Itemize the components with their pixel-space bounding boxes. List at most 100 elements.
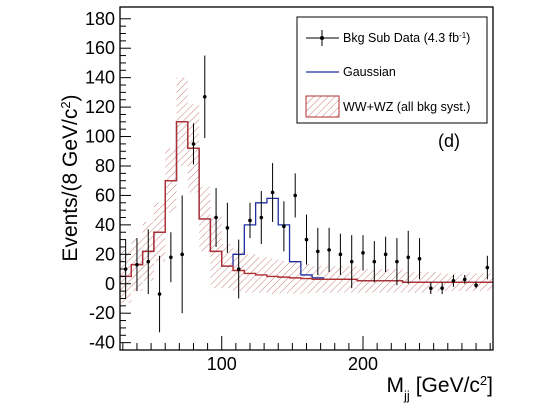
y-tick-label: 120 bbox=[85, 97, 115, 117]
data-point-marker bbox=[135, 262, 139, 267]
data-point-marker bbox=[417, 256, 422, 261]
y-tick-label: 60 bbox=[95, 185, 115, 205]
data-point-marker bbox=[372, 259, 377, 264]
data-point bbox=[451, 274, 456, 287]
y-tick-label: 100 bbox=[85, 127, 115, 147]
legend-data-label-close: ) bbox=[466, 31, 470, 45]
legend-data-label: Bkg Sub Data (4.3 fb-1) bbox=[343, 31, 470, 46]
data-point bbox=[429, 282, 433, 295]
legend-data-marker bbox=[320, 36, 324, 40]
data-point-marker bbox=[202, 94, 207, 99]
data-point-marker bbox=[214, 215, 218, 220]
data-point bbox=[259, 191, 264, 245]
data-point bbox=[417, 238, 422, 280]
data-point-marker bbox=[248, 218, 252, 223]
data-point bbox=[180, 195, 184, 314]
data-point-marker bbox=[270, 190, 275, 195]
data-point-marker bbox=[180, 252, 184, 257]
x-axis-title: Mjj [GeV/c2] bbox=[386, 373, 493, 403]
data-point-marker bbox=[361, 251, 365, 255]
data-point-marker bbox=[146, 259, 151, 264]
y-tick-label: 20 bbox=[95, 244, 115, 264]
data-point bbox=[338, 233, 343, 275]
data-point-marker bbox=[349, 259, 354, 264]
data-point bbox=[270, 163, 275, 222]
x-axis-title-sub: jj bbox=[403, 388, 410, 403]
data-point-marker bbox=[225, 226, 230, 230]
data-point-marker bbox=[395, 259, 399, 264]
data-point bbox=[169, 232, 173, 283]
data-point-marker bbox=[157, 292, 162, 296]
y-tick-label: -20 bbox=[89, 303, 115, 323]
data-point bbox=[406, 230, 411, 284]
data-point-marker bbox=[169, 255, 173, 260]
legend-gaussian-label: Gaussian bbox=[343, 65, 396, 79]
y-tick-label: -40 bbox=[89, 333, 115, 353]
data-point bbox=[372, 241, 377, 283]
data-point bbox=[225, 202, 230, 253]
data-point bbox=[236, 239, 241, 299]
data-point-marker bbox=[236, 267, 241, 271]
data-point bbox=[293, 173, 297, 218]
data-point-marker bbox=[383, 252, 388, 257]
data-point bbox=[146, 229, 151, 295]
data-point-marker bbox=[474, 283, 478, 288]
x-axis-title-unit: [GeV/c bbox=[416, 374, 480, 397]
data-points-layer bbox=[123, 55, 490, 333]
legend: Bkg Sub Data (4.3 fb-1) Gaussian WW+WZ (… bbox=[296, 16, 488, 124]
data-point-marker bbox=[338, 252, 343, 257]
data-point bbox=[157, 255, 162, 333]
x-axis-title-close: ] bbox=[487, 374, 493, 397]
legend-wwwz-label: WW+WZ (all bkg syst.) bbox=[343, 100, 470, 114]
data-point-marker bbox=[406, 255, 411, 260]
data-point bbox=[304, 214, 309, 265]
x-tick-label: 200 bbox=[348, 354, 378, 374]
data-point-marker bbox=[462, 277, 467, 282]
data-point bbox=[214, 188, 218, 247]
panel-label: (d) bbox=[438, 131, 460, 151]
data-point-marker bbox=[451, 279, 456, 283]
data-point bbox=[202, 55, 207, 139]
legend-wwwz-swatch bbox=[305, 95, 340, 118]
data-point-marker bbox=[485, 265, 490, 270]
y-axis-title: Events/(8 GeV/c2) bbox=[58, 94, 83, 261]
data-point-marker bbox=[259, 215, 264, 220]
data-point-marker bbox=[282, 224, 286, 229]
data-point bbox=[361, 235, 365, 271]
data-point bbox=[485, 255, 490, 280]
legend-entry-wwwz: WW+WZ (all bkg syst.) bbox=[305, 95, 470, 118]
data-point-marker bbox=[316, 249, 320, 254]
x-axis-title-sup: 2 bbox=[480, 373, 487, 388]
data-point bbox=[383, 236, 388, 272]
data-point-marker bbox=[327, 248, 331, 252]
data-point bbox=[440, 282, 444, 295]
x-axis-title-main: M bbox=[386, 374, 404, 397]
y-tick-label: 180 bbox=[85, 9, 115, 29]
data-point bbox=[191, 123, 196, 165]
data-point-marker bbox=[440, 286, 444, 290]
y-tick-label: 40 bbox=[95, 215, 115, 235]
data-point bbox=[349, 235, 354, 289]
legend-data-label-main: Bkg Sub Data (4.3 fb bbox=[343, 31, 459, 45]
data-point bbox=[327, 227, 331, 272]
data-point bbox=[474, 282, 478, 289]
data-point bbox=[135, 238, 139, 292]
y-tick-label: 80 bbox=[95, 156, 115, 176]
data-point bbox=[282, 201, 286, 252]
legend-entry-gaussian: Gaussian bbox=[306, 65, 396, 79]
wwwz-step-line bbox=[120, 121, 493, 283]
data-point bbox=[316, 227, 320, 275]
data-point-marker bbox=[304, 237, 309, 242]
y-tick-label: 0 bbox=[105, 274, 115, 294]
data-point-marker bbox=[429, 286, 433, 290]
legend-entry-data: Bkg Sub Data (4.3 fb-1) bbox=[306, 30, 470, 46]
y-axis-title-sup: 2 bbox=[58, 101, 73, 108]
y-axis-title-close: ) bbox=[59, 94, 82, 101]
data-point bbox=[395, 238, 399, 286]
data-point-marker bbox=[293, 193, 297, 198]
data-point bbox=[248, 202, 252, 239]
data-point-marker bbox=[191, 142, 196, 146]
x-tick-label: 100 bbox=[207, 354, 237, 374]
legend-data-label-sup: -1 bbox=[459, 31, 467, 40]
